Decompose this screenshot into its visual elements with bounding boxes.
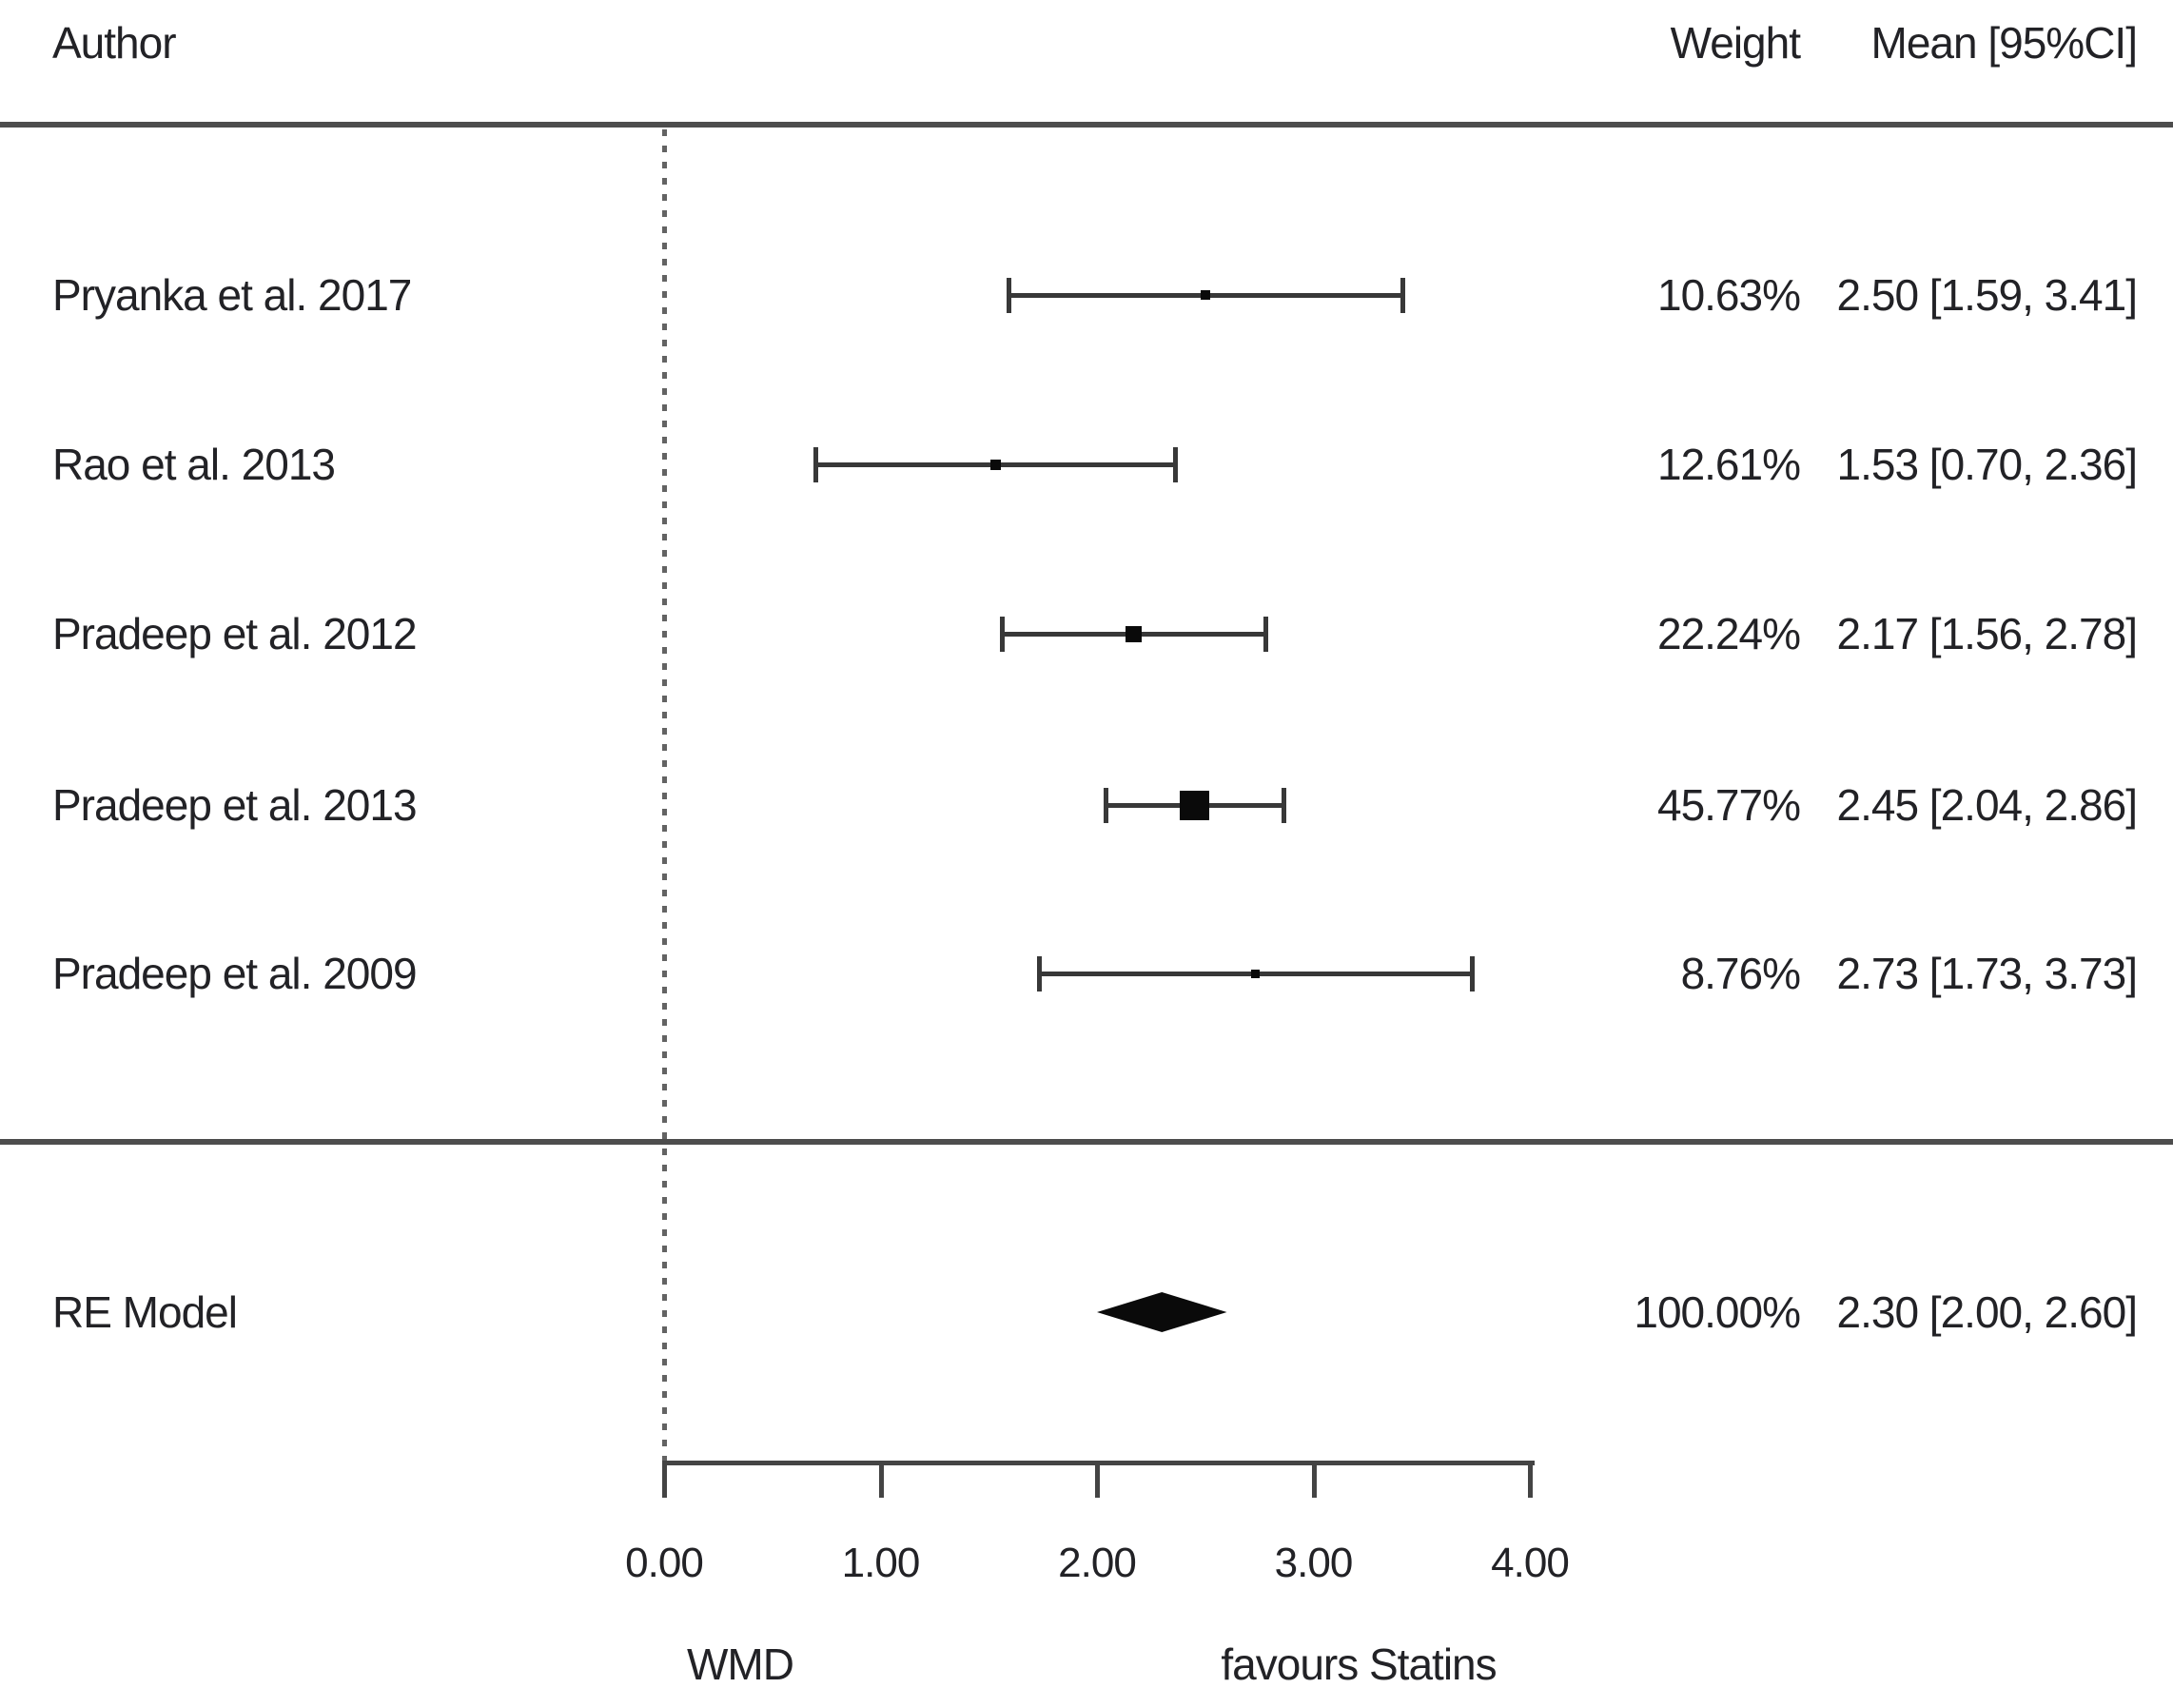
study-mean-ci-value: 2.45 [2.04, 2.86]	[1836, 780, 2138, 830]
summary-label: RE Model	[52, 1287, 238, 1337]
x-axis-tick	[1311, 1461, 1317, 1498]
x-axis-tick	[1528, 1461, 1533, 1498]
study-author-label: Pradeep et al. 2013	[52, 780, 418, 830]
x-axis-tick-label: 3.00	[1274, 1540, 1354, 1586]
point-estimate-marker	[1179, 790, 1209, 820]
study-mean-ci-value: 2.50 [1.59, 3.41]	[1836, 270, 2138, 320]
ci-cap-left	[813, 446, 819, 482]
study-weight-value: 12.61%	[1656, 440, 1801, 489]
ci-cap-left	[999, 616, 1005, 652]
study-author-label: Pradeep et al. 2012	[52, 609, 418, 658]
study-author-label: Rao et al. 2013	[52, 440, 336, 489]
study-author-label: Pryanka et al. 2017	[52, 270, 412, 320]
author-column-header: Author	[52, 18, 177, 68]
x-axis-tick	[878, 1461, 884, 1498]
x-axis-tick-label: 1.00	[841, 1540, 921, 1586]
ci-cap-right	[1469, 955, 1475, 991]
x-axis-label-wmd: WMD	[687, 1639, 794, 1689]
summary-divider-rule	[0, 1139, 2173, 1145]
study-weight-value: 22.24%	[1656, 609, 1801, 658]
study-weight-value: 8.76%	[1680, 949, 1801, 998]
point-estimate-marker	[1250, 969, 1260, 978]
study-mean-ci-value: 2.73 [1.73, 3.73]	[1836, 949, 2138, 998]
study-weight-value: 10.63%	[1656, 270, 1801, 320]
ci-cap-right	[1263, 616, 1269, 652]
ci-cap-right	[1400, 277, 1405, 313]
x-axis-tick	[662, 1461, 667, 1498]
point-estimate-marker	[1200, 290, 1210, 300]
summary-weight-value: 100.00%	[1634, 1287, 1801, 1337]
ci-cap-left	[1006, 277, 1011, 313]
study-author-label: Pradeep et al. 2009	[52, 949, 418, 998]
point-estimate-marker	[989, 459, 1001, 470]
x-axis-tick-label: 2.00	[1058, 1540, 1137, 1586]
ci-cap-left	[1036, 955, 1042, 991]
summary-mean-ci-value: 2.30 [2.00, 2.60]	[1836, 1287, 2138, 1337]
point-estimate-marker	[1126, 625, 1143, 642]
x-axis-tick	[1095, 1461, 1100, 1498]
zero-reference-dotted-line	[662, 129, 667, 1461]
x-axis-tick-label: 0.00	[625, 1540, 704, 1586]
weight-column-header: Weight	[1670, 18, 1801, 68]
mean-ci-column-header: Mean [95%CI]	[1870, 18, 2138, 68]
study-mean-ci-value: 2.17 [1.56, 2.78]	[1836, 609, 2138, 658]
ci-cap-right	[1281, 787, 1286, 823]
x-axis-tick-label: 4.00	[1491, 1540, 1570, 1586]
ci-cap-left	[1104, 787, 1109, 823]
study-mean-ci-value: 1.53 [0.70, 2.36]	[1836, 440, 2138, 489]
header-divider-rule	[0, 122, 2173, 128]
x-axis-label-favours-statins: favours Statins	[1221, 1639, 1497, 1689]
study-weight-value: 45.77%	[1656, 780, 1801, 830]
ci-cap-right	[1172, 446, 1178, 482]
summary-diamond	[1097, 1292, 1227, 1332]
